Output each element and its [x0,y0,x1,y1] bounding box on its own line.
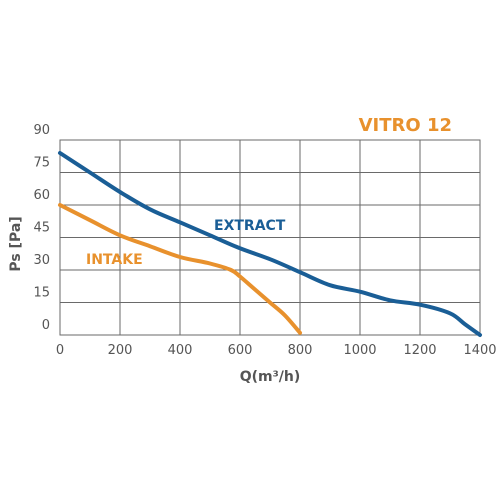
x-tick-label: 1200 [403,343,436,358]
x-tick-label: 1400 [463,343,496,358]
x-tick-label: 400 [168,343,193,358]
y-tick-label: 90 [33,123,50,138]
x-tick-label: 200 [108,343,133,358]
extract-series-label: EXTRACT [214,218,286,234]
intake-series-label: INTAKE [86,252,143,268]
grid [59,139,481,336]
y-tick-label: 30 [33,253,50,268]
y-tick-label: 15 [33,286,50,301]
y-axis-label: Ps [Pa] [8,216,24,271]
chart-title: VITRO 12 [359,115,452,136]
x-tick-label: 0 [56,343,64,358]
y-tick-label: 0 [42,318,50,333]
extract-series-line [58,151,482,337]
x-axis-label: Q(m³/h) [240,369,301,385]
y-axis-ticks: 0 15 30 45 60 75 90 [33,123,50,333]
x-tick-label: 800 [288,343,313,358]
x-tick-label: 1000 [343,343,376,358]
x-tick-label: 600 [228,343,253,358]
y-tick-label: 45 [33,221,50,236]
y-tick-label: 75 [33,156,50,171]
intake-series-line [58,203,302,335]
x-axis-ticks: 0 200 400 600 800 1000 1200 1400 [56,343,497,358]
y-tick-label: 60 [33,188,50,203]
